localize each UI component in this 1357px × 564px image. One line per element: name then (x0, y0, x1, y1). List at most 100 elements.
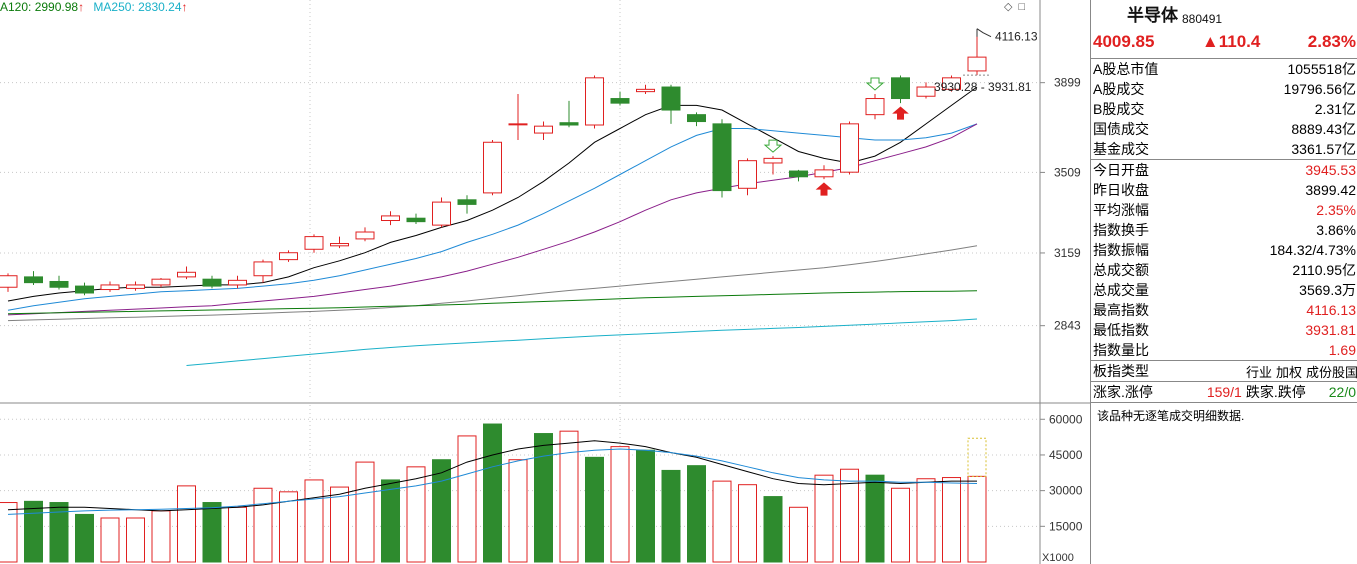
tick-note: 该品种无逐笔成交明细数据. (1097, 409, 1245, 423)
limit-row: 涨家.涨停 159/1 跌家.跌停 22/0 (1091, 382, 1357, 403)
candle-body (330, 243, 349, 247)
market-stat-row: 基金成交 3361.57亿 (1091, 139, 1357, 159)
sell-arrow-icon (865, 77, 885, 91)
volume-bar (508, 459, 528, 563)
market-stat-value: 19796.56亿 (1283, 80, 1356, 97)
volume-bar (483, 423, 502, 563)
volume-bar (865, 474, 885, 563)
market-stat-row: A股总市值 1055518亿 (1091, 59, 1357, 79)
index-stat-label: 指数量比 (1093, 341, 1149, 358)
index-stat-row: 最低指数 3931.81 (1091, 320, 1357, 340)
ma-line-ma10 (7, 123, 978, 311)
index-stat-label: 昨日收盘 (1093, 181, 1149, 198)
candle-body (687, 114, 706, 123)
candle-body (916, 86, 936, 97)
candle-body (304, 236, 324, 250)
index-stat-row: 昨日收盘 3899.42 (1091, 180, 1357, 200)
index-type-row: 板指类型 行业 加权 成份股国 (1091, 361, 1357, 382)
candle-body (738, 160, 757, 189)
volume-bar (891, 487, 910, 563)
index-stat-label: 指数振幅 (1093, 241, 1149, 258)
volume-bar (355, 461, 375, 563)
candle-body (228, 279, 247, 286)
market-stat-label: 国债成交 (1093, 120, 1149, 137)
candle-body (406, 217, 426, 223)
market-stat-label: A股总市值 (1093, 60, 1159, 77)
index-type-tag[interactable]: 加权 (1275, 364, 1302, 380)
candle-body (865, 98, 885, 116)
buy-arrow-icon (815, 182, 833, 196)
index-stat-row: 今日开盘 3945.53 (1091, 160, 1357, 180)
market-stat-value: 3361.57亿 (1291, 140, 1356, 157)
index-type-tags: 行业 加权 成份股国 (1246, 362, 1357, 381)
panel-title: 半导体 880491 (1091, 0, 1357, 26)
ma250-arrow-icon: ↑ (181, 0, 188, 14)
kline-chart[interactable]: 2843 3159 3509 3899 15000 30000 45000 60000 X100… (0, 0, 1090, 564)
candle-body (610, 98, 630, 104)
candle-body (279, 252, 298, 261)
price-tick-label: 2843 (1054, 319, 1081, 333)
index-stat-label: 总成交量 (1093, 281, 1149, 298)
quote-summary: 4009.85 ▲110.4 2.83% (1091, 26, 1357, 59)
volume-bar (559, 430, 579, 563)
diamond-icon[interactable]: ◇ (1004, 1, 1013, 13)
volume-bar (0, 502, 18, 563)
index-type-tag[interactable]: 行业 (1245, 364, 1272, 380)
index-stat-value: 3899.42 (1305, 181, 1356, 198)
candle-body (381, 215, 400, 222)
up-limit-value: 159/1 (1206, 384, 1242, 400)
candle-body (151, 278, 171, 286)
candle-body (508, 123, 528, 126)
candle-body (967, 56, 987, 72)
index-stat-label: 平均涨幅 (1093, 201, 1149, 218)
market-stat-row: 国债成交 8889.43亿 (1091, 119, 1357, 139)
candle-body (483, 141, 502, 194)
volume-bar (228, 506, 247, 563)
market-stat-label: B股成交 (1093, 100, 1145, 117)
market-stat-value: 1055518亿 (1287, 60, 1356, 77)
high-label: 4116.13 (995, 30, 1038, 44)
chart-area[interactable]: 2843 3159 3509 3899 15000 30000 45000 60000 X100… (0, 0, 1090, 564)
square-icon[interactable]: □ (1018, 1, 1026, 13)
volume-bar (253, 487, 273, 563)
up-limit-label: 涨家.涨停 (1093, 384, 1153, 400)
volume-ma-line (7, 448, 978, 515)
volume-bar (916, 478, 936, 563)
volume-bar (636, 449, 655, 563)
index-stat-label: 最高指数 (1093, 301, 1149, 318)
candle-body (534, 125, 553, 134)
index-type-tag[interactable]: 成份股国 (1305, 364, 1357, 380)
ma-legend: A120: 2990.98↑ MA250: 2830.24↑ (0, 0, 194, 14)
volume-bar (738, 484, 757, 563)
price-tick-label: 3899 (1054, 76, 1081, 90)
volume-bar (381, 479, 400, 563)
volume-bar (100, 517, 120, 563)
volume-bar (126, 517, 145, 563)
index-stat-value: 2.35% (1316, 201, 1356, 218)
candle-body (559, 122, 579, 126)
volume-bar (840, 468, 859, 563)
last-price: 4009.85 (1093, 32, 1155, 51)
index-stat-value: 3569.3万 (1299, 281, 1356, 298)
volume-bar (24, 500, 43, 563)
price-tick-label: 3509 (1054, 165, 1081, 179)
candle-body (49, 280, 69, 288)
volume-bar (789, 506, 808, 563)
down-limit-label: 跌家.跌停 (1245, 384, 1306, 400)
market-stat-row: B股成交 2.31亿 (1091, 99, 1357, 119)
high-pointer (976, 28, 992, 38)
candle-body (942, 77, 961, 90)
volume-bar (712, 480, 732, 563)
candle-body (355, 231, 375, 240)
candle-body (100, 284, 120, 291)
candle-body (432, 201, 451, 226)
volume-tick-label: 15000 (1049, 519, 1083, 533)
volume-bar (75, 513, 94, 563)
market-stats: A股总市值 1055518亿 A股成交 19796.56亿 B股成交 2.31亿 国债成交 8… (1091, 59, 1357, 160)
volume-bar (151, 510, 171, 563)
index-stat-row: 总成交额 2110.95亿 (1091, 260, 1357, 280)
volume-tick-label: 30000 (1049, 484, 1083, 498)
volume-bar (432, 459, 451, 563)
volume-bar (457, 435, 477, 563)
index-stat-value: 2110.95亿 (1292, 261, 1356, 278)
